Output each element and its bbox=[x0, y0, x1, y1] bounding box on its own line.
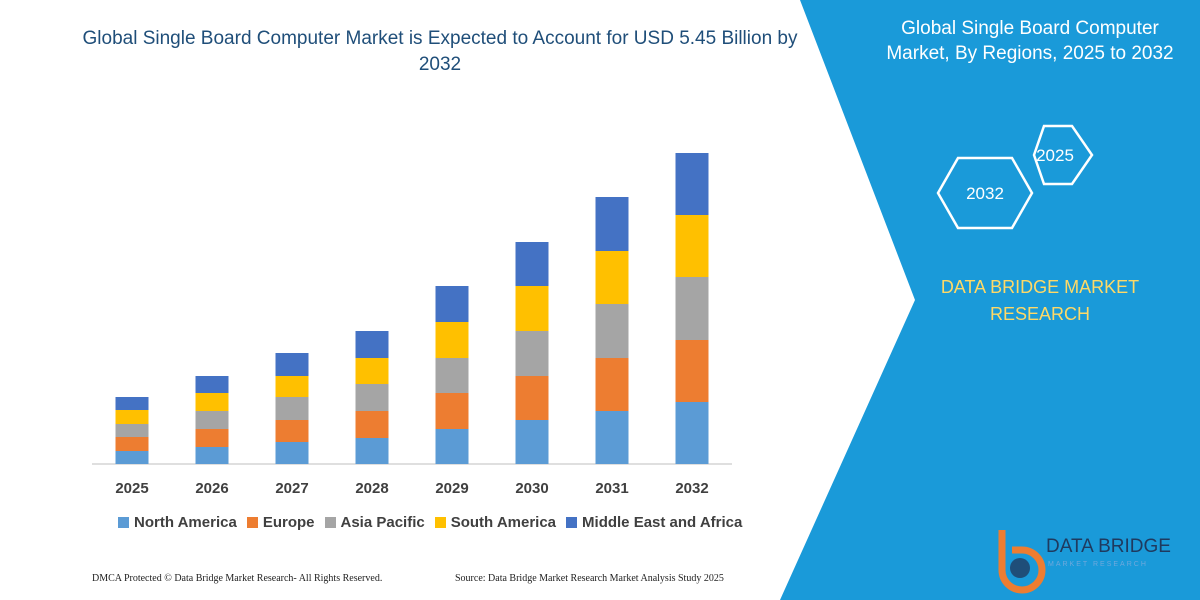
bar-segment bbox=[355, 438, 389, 464]
bar-segment bbox=[515, 331, 549, 376]
legend-item: North America bbox=[118, 514, 237, 531]
bar-segment bbox=[275, 420, 309, 442]
logo-tagline: MARKET RESEARCH bbox=[1048, 561, 1148, 568]
side-panel bbox=[780, 0, 1200, 600]
footer-note: DMCA Protected © Data Bridge Market Rese… bbox=[92, 573, 383, 584]
bar-segment bbox=[115, 451, 149, 464]
legend-label: North America bbox=[134, 514, 237, 531]
bar-segment bbox=[435, 286, 469, 322]
x-tick-label: 2031 bbox=[595, 480, 628, 497]
bar-segment bbox=[115, 424, 149, 437]
x-tick-label: 2028 bbox=[355, 480, 388, 497]
bar-segment bbox=[595, 358, 629, 411]
hexagon bbox=[1032, 124, 1094, 186]
hexagon bbox=[936, 156, 1034, 230]
brand-text: DATA BRIDGE MARKET bbox=[940, 277, 1140, 297]
bar-segment bbox=[355, 384, 389, 411]
chart-title: Global Single Board Computer Market is E… bbox=[82, 28, 798, 75]
legend: North America Europe Asia Pacific South Ame… bbox=[118, 514, 742, 531]
legend-item: Europe bbox=[246, 514, 315, 531]
bar-segment bbox=[195, 411, 229, 429]
bar-segment bbox=[195, 376, 229, 393]
legend-label: South America bbox=[450, 514, 557, 531]
bar-segment bbox=[115, 437, 149, 451]
bar-segment bbox=[355, 331, 389, 358]
bar-segment bbox=[675, 215, 709, 277]
x-tick-label: 2029 bbox=[435, 480, 468, 497]
legend-label: Middle East and Africa bbox=[582, 514, 743, 531]
legend-label: Asia Pacific bbox=[340, 514, 425, 531]
bar-segment bbox=[115, 410, 149, 424]
logo-icon bbox=[998, 530, 1046, 594]
legend-item: Asia Pacific bbox=[324, 514, 425, 531]
bar-segment bbox=[515, 376, 549, 420]
bar-segment bbox=[675, 277, 709, 340]
bar-segment bbox=[435, 322, 469, 358]
x-tick-label: 2025 bbox=[115, 480, 148, 497]
footer-source: Source: Data Bridge Market Research Mark… bbox=[455, 573, 724, 584]
bar-segment bbox=[595, 411, 629, 464]
bar-segment bbox=[275, 353, 309, 376]
bar-segment bbox=[435, 393, 469, 429]
bar-segment bbox=[675, 402, 709, 464]
legend-swatch bbox=[566, 517, 578, 528]
legend-swatch bbox=[324, 517, 336, 528]
bar-segment bbox=[595, 251, 629, 304]
x-tick-label: 2027 bbox=[275, 480, 308, 497]
legend-label: Europe bbox=[262, 514, 315, 531]
x-tick-label: 2032 bbox=[675, 480, 708, 497]
bar-segment bbox=[515, 242, 549, 286]
bar-segment bbox=[195, 429, 229, 447]
bar-segment bbox=[275, 442, 309, 464]
hex-label: 2032 bbox=[966, 184, 1004, 203]
bar-segment bbox=[275, 397, 309, 420]
bar-segment bbox=[195, 447, 229, 464]
logo-icon bbox=[1010, 558, 1030, 578]
bar-segment bbox=[355, 358, 389, 384]
hex-label: 2025 bbox=[1036, 146, 1074, 165]
bar-segment bbox=[355, 411, 389, 438]
bar-segment bbox=[275, 376, 309, 397]
bar-segment bbox=[675, 340, 709, 402]
legend-item: Middle East and Africa bbox=[566, 514, 742, 531]
bar-segment bbox=[115, 397, 149, 410]
bar-segment bbox=[515, 286, 549, 331]
legend-swatch bbox=[118, 517, 129, 528]
bar-segment bbox=[515, 420, 549, 464]
brand-text: RESEARCH bbox=[989, 304, 1091, 324]
bar-segment bbox=[195, 393, 229, 411]
x-tick-label: 2026 bbox=[195, 480, 228, 497]
bar-segment bbox=[435, 358, 469, 393]
x-tick-label: 2030 bbox=[515, 480, 548, 497]
bar-segment bbox=[595, 304, 629, 358]
bar-segment bbox=[595, 197, 629, 251]
logo-name: DATA BRIDGE bbox=[1046, 536, 1171, 557]
bar-segment bbox=[675, 153, 709, 215]
legend-swatch bbox=[246, 517, 258, 528]
panel-title: Global Single Board Computer Market, By … bbox=[886, 18, 1174, 64]
legend-item: South America bbox=[434, 514, 557, 531]
legend-swatch bbox=[434, 517, 446, 528]
bar-segment bbox=[435, 429, 469, 464]
